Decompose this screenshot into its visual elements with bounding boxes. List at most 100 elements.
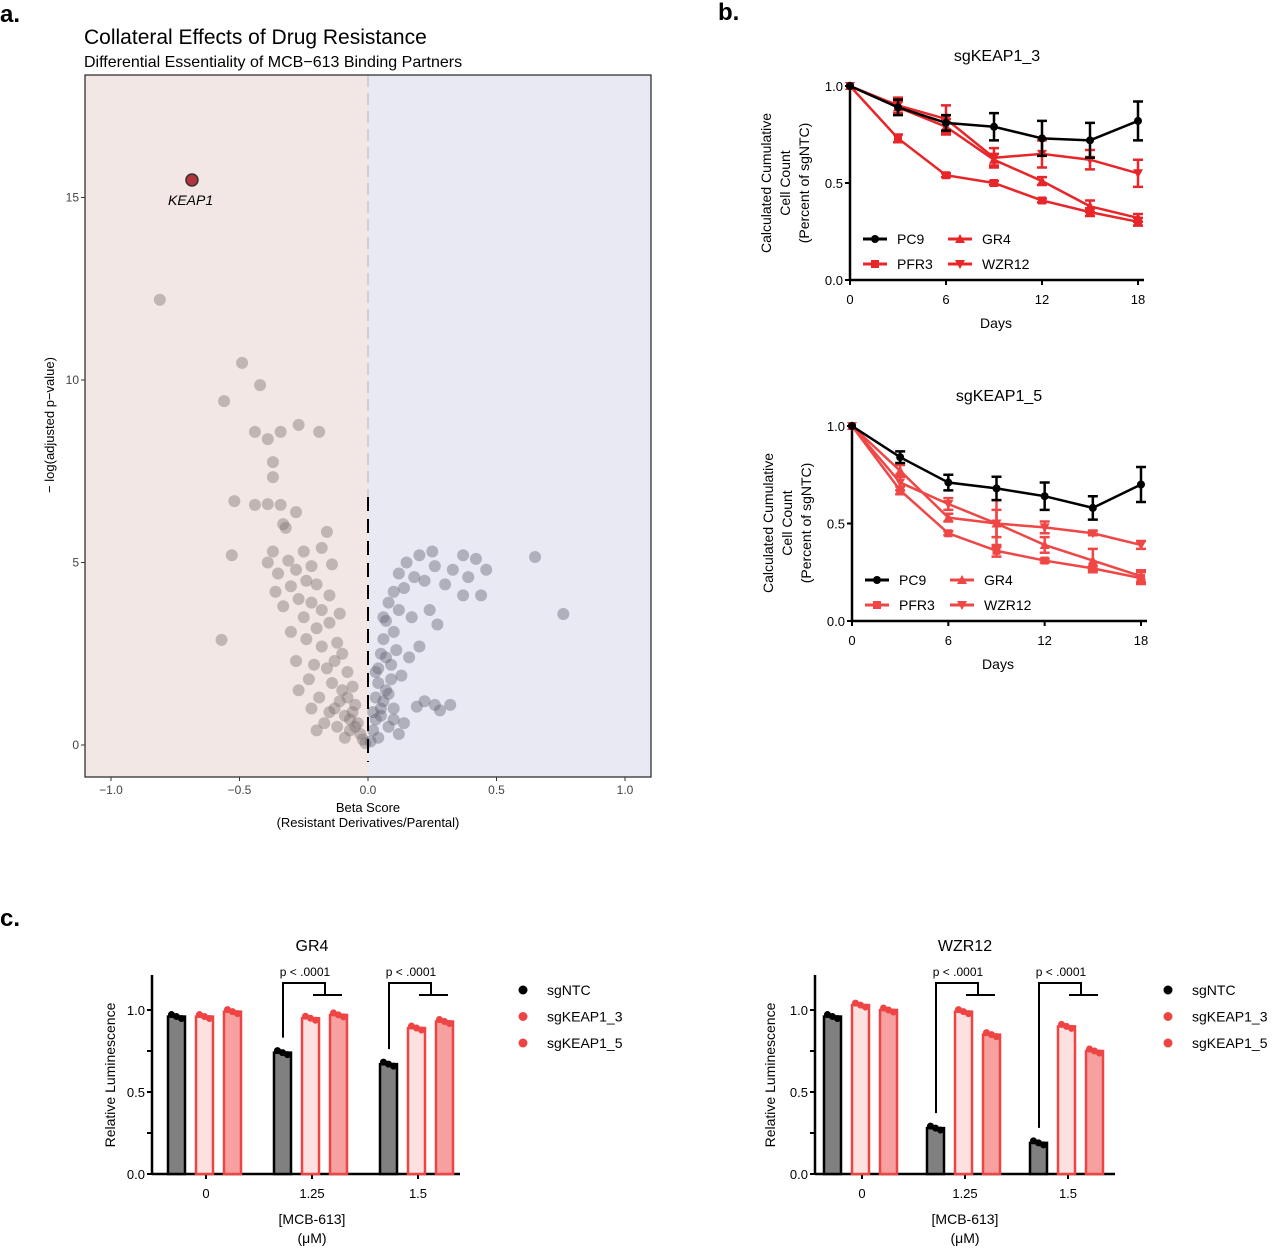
data-point [308, 658, 321, 671]
marker-square [871, 260, 879, 268]
data-point [379, 614, 392, 627]
data-point [305, 702, 318, 715]
data-point [284, 580, 297, 593]
bar1-x-label: [MCB-613] [279, 1211, 346, 1227]
data-point [418, 574, 431, 587]
x-tick-label: 1.25 [952, 1186, 977, 1201]
legend-label: PC9 [899, 572, 926, 588]
keap1-label: KEAP1 [168, 192, 213, 208]
data-point [272, 567, 285, 580]
data-point [292, 684, 305, 697]
data-point [282, 554, 295, 567]
data-point [387, 585, 400, 598]
x-tick-label: 0 [848, 633, 855, 648]
data-point [274, 425, 287, 438]
y-tick-label: 5 [72, 556, 79, 570]
y-tick-label: 0 [72, 738, 79, 752]
data-point [413, 549, 426, 562]
marker-triangle [955, 234, 965, 243]
volcano-x-label-sub: (Resistant Derivatives/Parental) [277, 815, 460, 830]
data-point [328, 702, 341, 715]
data-point [302, 673, 315, 686]
bar-sgntc [378, 1062, 399, 1176]
replicate-dot [862, 1003, 869, 1011]
data-point [290, 655, 303, 668]
replicate-dot [446, 1019, 453, 1027]
volcano-x-label: Beta Score [336, 800, 400, 815]
marker-circle [896, 453, 905, 462]
data-point [377, 611, 390, 624]
data-point [266, 471, 279, 484]
negative-region [85, 75, 368, 777]
line1-y-label-1: Calculated Cumulative [758, 113, 774, 253]
data-point [336, 647, 349, 660]
bar1-x-label-unit: (μM) [297, 1230, 326, 1246]
data-point [397, 582, 410, 595]
marker-circle [1088, 503, 1097, 512]
data-point [480, 563, 493, 576]
data-point [397, 717, 410, 730]
data-point [444, 698, 457, 711]
bar2-x-label-unit: (μM) [950, 1230, 979, 1246]
marker-square [1088, 564, 1097, 573]
marker-circle [1137, 480, 1145, 489]
significance-bracket [282, 982, 342, 1038]
x-tick-label: 6 [942, 292, 949, 307]
data-point [310, 724, 323, 737]
marker-triangle-down [1039, 523, 1050, 533]
data-point [326, 558, 339, 571]
y-tick-label: 0.0 [825, 273, 843, 288]
marker-triangle-down [957, 601, 967, 610]
data-point [261, 498, 274, 511]
data-point [341, 666, 354, 678]
marker-triangle-down [1087, 529, 1098, 539]
replicate-dot [284, 1051, 291, 1059]
replicate-dot [993, 1033, 1000, 1041]
legend-label: sgKEAP1_3 [1192, 1009, 1268, 1025]
data-point [320, 662, 333, 675]
y-tick-label: 0.0 [790, 1167, 808, 1182]
replicate-dot [1068, 1024, 1075, 1032]
legend-label: WZR12 [984, 597, 1032, 613]
data-point [377, 633, 390, 646]
bar-sgkeap1_3 [300, 1016, 321, 1176]
marker-square [942, 171, 950, 180]
data-point [356, 733, 369, 746]
y-tick-label: 0.5 [827, 517, 845, 532]
data-point [392, 603, 405, 616]
marker-circle [992, 484, 1001, 493]
p-value-label: p < .0001 [280, 965, 331, 979]
replicate-dot [178, 1015, 185, 1023]
bar-sgntc [272, 1051, 293, 1176]
legend-dot [518, 1038, 528, 1048]
marker-circle [942, 118, 950, 127]
legend-dot [518, 1012, 528, 1021]
data-point [385, 673, 398, 686]
data-point [557, 607, 570, 620]
data-point [313, 691, 326, 704]
replicate-dot [312, 1016, 319, 1024]
panel-label-c: c. [0, 905, 20, 932]
legend-dot [1163, 1012, 1173, 1021]
legend-label: PFR3 [899, 597, 935, 613]
data-point [400, 556, 413, 569]
bar-sgkeap1_3 [850, 1003, 871, 1176]
marker-triangle-down [991, 519, 1002, 529]
x-tick-label: 12 [1037, 633, 1051, 648]
replicate-dot [206, 1015, 213, 1023]
data-point [395, 669, 408, 682]
x-tick-label: 0.5 [488, 783, 505, 797]
data-point [236, 356, 249, 369]
data-point [297, 545, 310, 558]
data-point [331, 636, 344, 649]
replicate-dot [418, 1026, 425, 1034]
volcano-title: Collateral Effects of Drug Resistance [84, 26, 427, 49]
data-point [387, 625, 400, 638]
volcano-subtitle: Differential Essentiality of MCB−613 Bin… [84, 54, 462, 71]
data-point [274, 498, 287, 511]
data-point [349, 720, 362, 733]
replicate-dot [1040, 1141, 1047, 1149]
p-value-label: p < .0001 [386, 965, 437, 979]
marker-triangle [1039, 539, 1050, 549]
marker-square [1038, 196, 1046, 205]
